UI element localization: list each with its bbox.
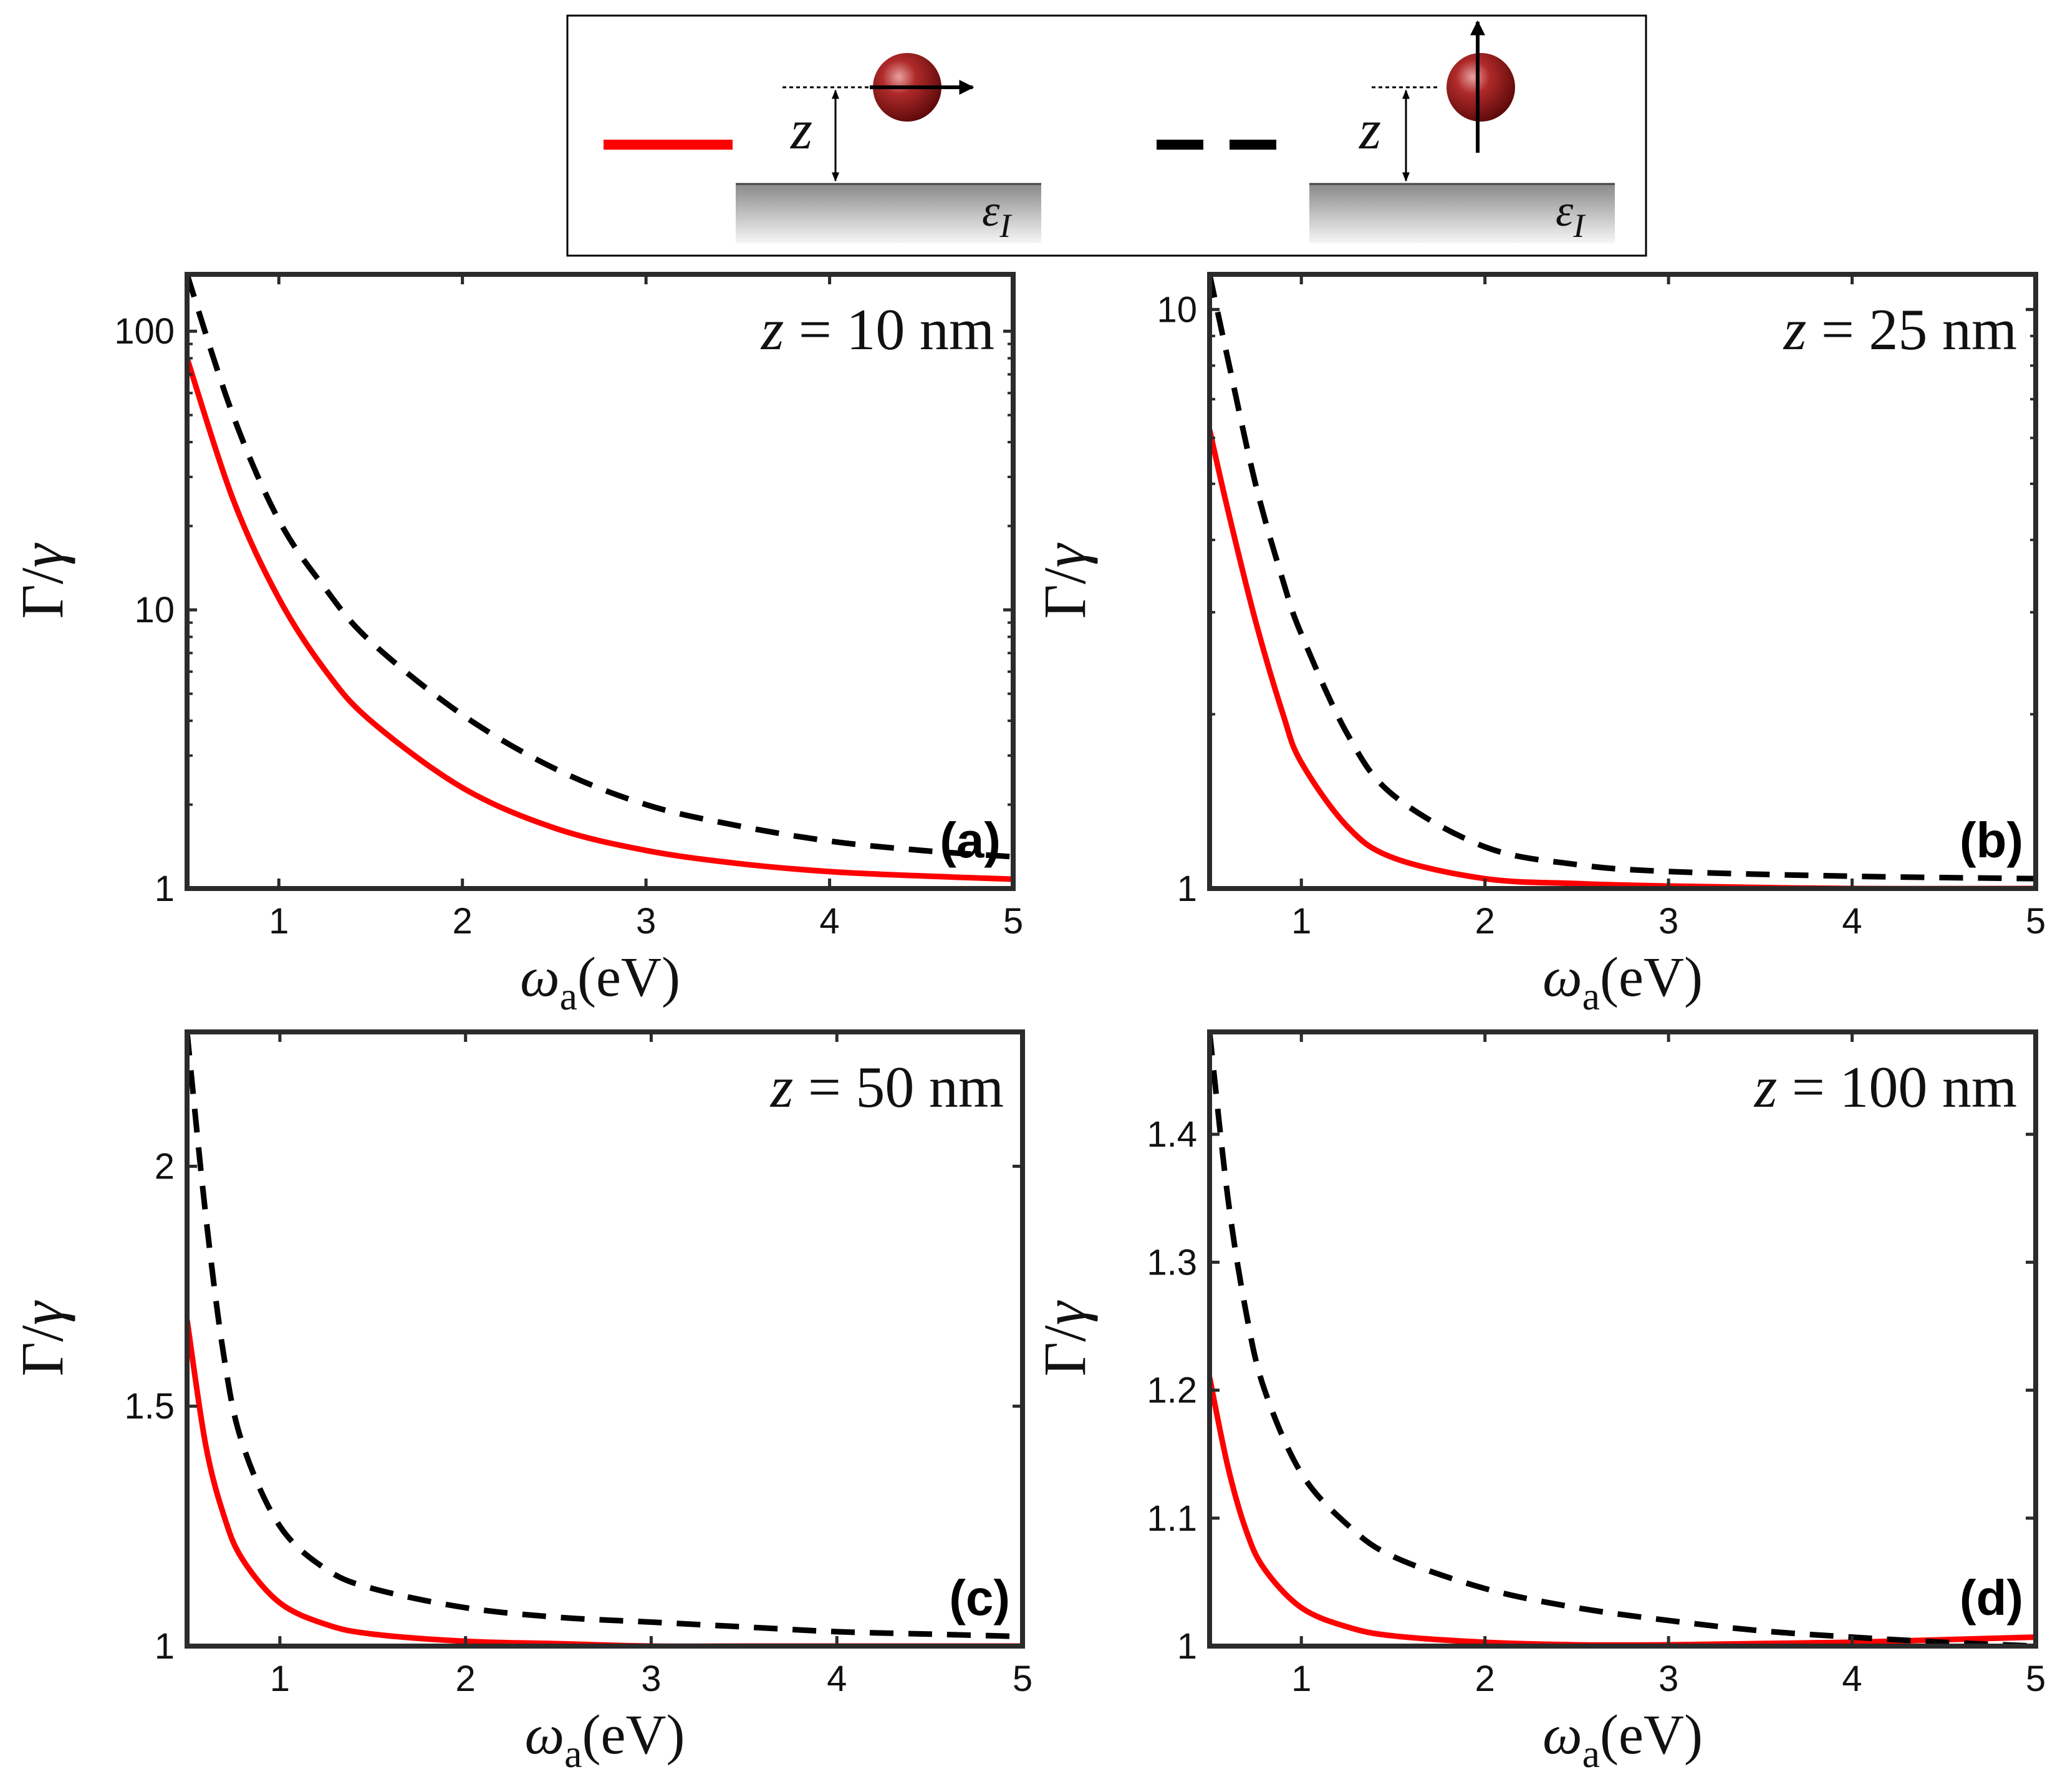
plot-area	[1210, 1032, 2036, 1646]
series-line-perpendicular	[1210, 1032, 2036, 1646]
y-tick-label: 1.1	[1147, 1498, 1197, 1539]
axes-frame	[185, 272, 1016, 891]
x-tick-label: 3	[636, 901, 656, 942]
x-axis-label: ωa(eV)	[520, 947, 680, 1018]
y-axis-label: Γ/γ	[9, 542, 75, 619]
y-tick-label: 1	[1177, 1626, 1197, 1667]
x-tick-label: 1	[1291, 901, 1311, 942]
plot-area	[1210, 274, 2036, 889]
y-tick-label: 1	[1177, 869, 1197, 909]
plot-area	[187, 274, 1013, 882]
x-axis-label: ωa(eV)	[525, 1704, 685, 1776]
series-line-parallel	[1210, 429, 2036, 889]
y-axis-label: Γ/γ	[1031, 1300, 1098, 1376]
distance-annotation: z = 50 nm	[769, 1055, 1004, 1120]
series-line-parallel	[187, 357, 1013, 882]
panel-a: 1 2 3 4 5 1 10 100 ωa(eV) Γ/γ z = 10 nm (a)	[9, 272, 1023, 1018]
axes-frame	[185, 1029, 1025, 1649]
x-tick-label: 5	[1003, 901, 1023, 942]
y-tick-label: 10	[1157, 289, 1197, 330]
series-line-perpendicular	[187, 1032, 1023, 1640]
x-tick-label: 1	[1291, 1659, 1311, 1699]
panel-letter: (b)	[1960, 812, 2023, 868]
x-tick-label: 5	[1013, 1659, 1033, 1699]
panel-letter: (c)	[949, 1570, 1010, 1626]
substrate-label: εI	[982, 186, 1013, 244]
plot-area	[187, 1032, 1023, 1646]
y-tick-label: 2	[155, 1146, 175, 1187]
series-line-perpendicular	[1210, 274, 2036, 882]
legend-entry-parallel: εI z	[604, 53, 1041, 244]
y-tick-label: 1.5	[124, 1386, 175, 1427]
panel-letter: (a)	[940, 812, 1001, 868]
legend-entry-perpendicular: εI z	[1157, 20, 1615, 244]
y-tick-label: 1.3	[1147, 1242, 1197, 1283]
x-tick-label: 1	[269, 901, 289, 942]
x-tick-label: 5	[2026, 901, 2046, 942]
y-tick-label: 1.4	[1147, 1114, 1197, 1155]
x-tick-label: 4	[1842, 901, 1862, 942]
panel-d: 1 2 3 4 5 1 1.1 1.2 1.3 1.4 ωa(eV) Γ/γ z = 100 nm (d)	[1031, 1029, 2046, 1776]
x-tick-label: 4	[827, 1659, 847, 1699]
distance-annotation: z = 10 nm	[760, 297, 994, 362]
axes-frame	[1207, 272, 2038, 891]
y-tick-label: 1	[155, 1626, 175, 1667]
x-axis-label: ωa(eV)	[1543, 947, 1703, 1018]
series-line-parallel	[187, 1319, 1023, 1646]
x-tick-label: 2	[1475, 1659, 1495, 1699]
distance-label: z	[789, 99, 812, 161]
x-tick-label: 3	[641, 1659, 661, 1699]
substrate-slab	[736, 184, 1041, 243]
substrate-slab	[1309, 184, 1615, 243]
y-tick-label: 1	[155, 869, 175, 909]
y-tick-label: 100	[114, 311, 175, 352]
distance-label: z	[1358, 99, 1381, 161]
distance-annotation: z = 25 nm	[1783, 297, 2017, 362]
x-axis-label: ωa(eV)	[1543, 1704, 1703, 1776]
x-tick-label: 4	[819, 901, 839, 942]
x-tick-label: 3	[1658, 1659, 1678, 1699]
y-tick-label: 1.2	[1147, 1370, 1197, 1411]
x-tick-label: 2	[456, 1659, 476, 1699]
legend: εI z εI z	[566, 14, 1647, 257]
distance-annotation: z = 100 nm	[1753, 1055, 2017, 1120]
substrate-label: εI	[1556, 186, 1586, 244]
x-tick-label: 2	[453, 901, 473, 942]
y-tick-label: 10	[134, 590, 175, 630]
panel-c: 1 2 3 4 5 1 1.5 2 ωa(eV) Γ/γ z = 50 nm (c)	[9, 1029, 1033, 1776]
series-line-perpendicular	[187, 274, 1013, 860]
x-tick-label: 4	[1842, 1659, 1862, 1699]
x-tick-label: 3	[1658, 901, 1678, 942]
panel-b: 1 2 3 4 5 1 10 ωa(eV) Γ/γ z = 25 nm (b)	[1031, 272, 2046, 1018]
y-axis-label: Γ/γ	[9, 1300, 75, 1376]
panel-letter: (d)	[1960, 1570, 2023, 1626]
axes-frame	[1207, 1029, 2038, 1649]
particle-sphere	[1447, 53, 1515, 122]
x-tick-label: 2	[1475, 901, 1495, 942]
x-tick-label: 1	[270, 1659, 290, 1699]
y-axis-label: Γ/γ	[1031, 542, 1098, 619]
x-tick-label: 5	[2026, 1659, 2046, 1699]
